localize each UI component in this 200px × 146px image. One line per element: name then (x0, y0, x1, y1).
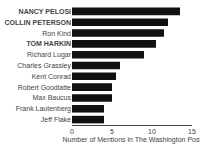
svg-text:Number of Mentions in The Wash: Number of Mentions in The Washington Pos… (63, 136, 200, 144)
svg-text:15: 15 (188, 128, 196, 135)
svg-text:Max Baucus: Max Baucus (32, 94, 71, 101)
svg-text:Charles Grassley: Charles Grassley (17, 62, 71, 70)
svg-text:Kent Conrad: Kent Conrad (32, 73, 71, 80)
svg-text:0: 0 (70, 128, 74, 135)
svg-text:5: 5 (110, 128, 114, 135)
svg-text:TOM HARKIN: TOM HARKIN (26, 40, 71, 47)
svg-text:10: 10 (148, 128, 156, 135)
svg-text:NANCY PELOSI: NANCY PELOSI (19, 8, 71, 15)
svg-text:Ron Kind: Ron Kind (42, 30, 71, 37)
svg-text:Richard Lugar: Richard Lugar (27, 51, 72, 59)
svg-text:Frank Lautenberg: Frank Lautenberg (16, 105, 71, 113)
svg-text:COLLIN PETERSON: COLLIN PETERSON (4, 19, 71, 26)
svg-text:Robert Goodlatte: Robert Goodlatte (18, 84, 71, 91)
svg-text:Jeff Flake: Jeff Flake (41, 116, 71, 123)
